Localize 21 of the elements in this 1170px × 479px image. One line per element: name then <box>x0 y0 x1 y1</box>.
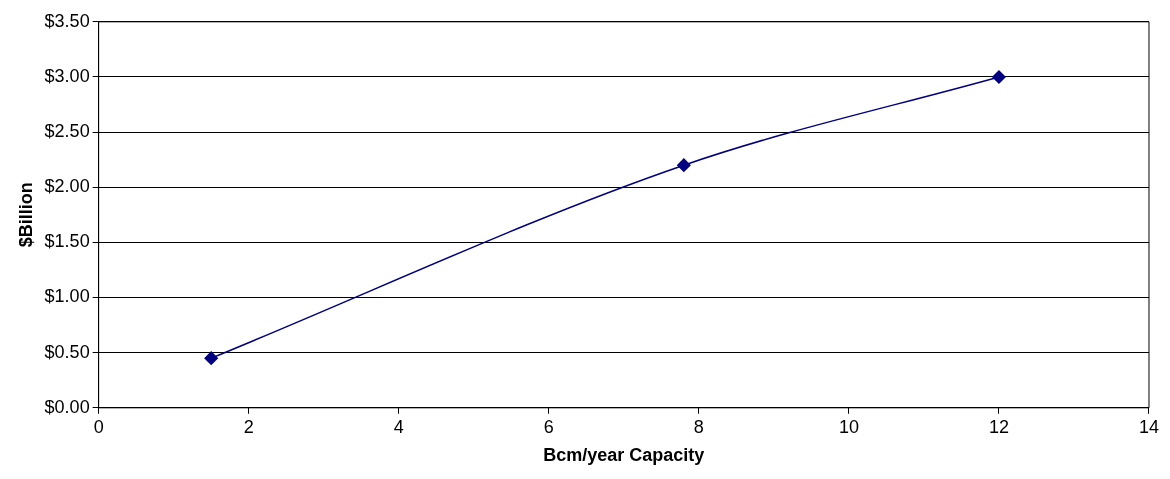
point <box>992 70 1006 84</box>
y-tick-label: $3.50 <box>44 10 90 31</box>
x-tick-label: 12 <box>988 416 1009 437</box>
x-tick-label: 4 <box>393 416 404 437</box>
y-tick-label: $2.50 <box>44 121 90 142</box>
x-tick-label: 6 <box>543 416 554 437</box>
x-tick-label: 10 <box>838 416 859 437</box>
point <box>204 351 218 365</box>
point <box>677 158 691 172</box>
x-axis-title: Bcm/year Capacity <box>543 445 705 466</box>
x-tick-label: 8 <box>693 416 704 437</box>
y-tick-label: $0.50 <box>44 341 90 362</box>
x-tick-label: 2 <box>243 416 254 437</box>
y-tick-label: $1.00 <box>44 286 90 307</box>
x-tick-label: 0 <box>93 416 104 437</box>
x-tick-label: 14 <box>1138 416 1159 437</box>
y-axis-title: $Billion <box>15 182 36 248</box>
y-tick-label: $0.00 <box>44 396 90 417</box>
y-tick-label: $3.00 <box>44 65 90 86</box>
y-tick-label: $1.50 <box>44 231 90 252</box>
y-tick-label: $2.00 <box>44 176 90 197</box>
